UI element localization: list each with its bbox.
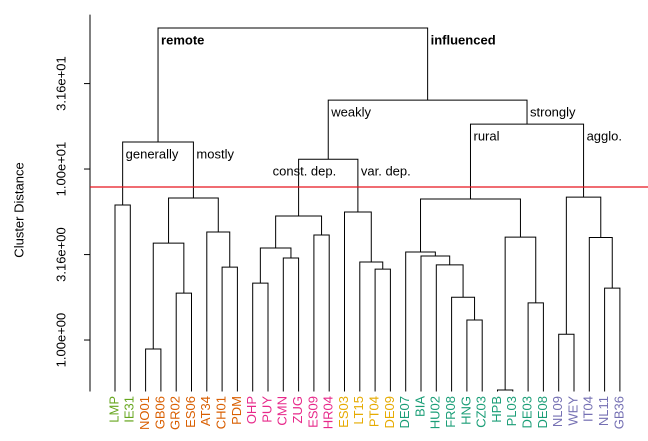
merge-link <box>157 27 429 142</box>
leaf-label: NL11 <box>596 396 611 426</box>
merge-link <box>275 215 323 249</box>
merge-link <box>298 158 359 217</box>
leaf-label: CMN <box>275 396 290 426</box>
leaf-label: ES06 <box>183 396 198 428</box>
merge-link <box>168 197 219 244</box>
merge-link <box>374 268 391 392</box>
y-axis-label: Cluster Distance <box>11 162 26 257</box>
y-tick-label: 1.00e+00 <box>53 313 68 368</box>
leaf-label: HR04 <box>321 396 336 429</box>
leaf-label: GB36 <box>611 396 626 429</box>
leaf-label: OHP <box>244 396 259 424</box>
merge-link <box>405 251 436 392</box>
cluster-label: var. dep. <box>361 164 411 179</box>
cluster-label: remote <box>161 32 204 47</box>
merge-link <box>466 319 483 392</box>
leaf-label: ES09 <box>305 396 320 428</box>
leaf-label: PUY <box>259 396 274 423</box>
leaf-label: CZ03 <box>474 396 489 428</box>
merge-link <box>327 99 528 160</box>
leaf-label: AT34 <box>198 396 213 426</box>
merge-link <box>565 196 602 335</box>
y-tick-label: 3.16e+01 <box>53 56 68 111</box>
merge-link <box>469 123 585 199</box>
leaf-label: WEY <box>565 396 580 426</box>
leaf-label: DE08 <box>535 396 550 429</box>
leaf-label: DE07 <box>397 396 412 429</box>
leaf-label: PT04 <box>367 396 382 427</box>
cluster-label: rural <box>473 129 499 144</box>
cluster-label: agglo. <box>587 129 622 144</box>
merge-link <box>359 261 384 392</box>
cluster-label: mostly <box>196 146 234 161</box>
leaf-label: HU02 <box>428 396 443 429</box>
cluster-label: generally <box>126 146 179 161</box>
cluster-label: const. dep. <box>273 164 337 179</box>
leaf-label: BIA <box>412 396 427 417</box>
leaf-label: LMP <box>106 396 121 423</box>
leaf-label: FR08 <box>443 396 458 428</box>
leaf-label: NO01 <box>137 396 152 430</box>
leaf-label: LT15 <box>351 396 366 425</box>
merge-link <box>451 296 476 392</box>
merge-link <box>504 236 537 391</box>
leaf-label: GR02 <box>168 396 183 430</box>
merge-link <box>435 264 464 392</box>
merge-link <box>221 266 238 392</box>
merge-link <box>259 247 292 284</box>
leaf-label: ES03 <box>336 396 351 428</box>
leaf-label: IE31 <box>122 396 137 423</box>
leaf-label: NL09 <box>550 396 565 427</box>
leaf-label: HNG <box>458 396 473 425</box>
merge-link <box>558 333 575 392</box>
leaf-label: CH01 <box>214 396 229 429</box>
merge-link <box>282 257 300 392</box>
cluster-label: weakly <box>330 105 371 120</box>
leaf-label: HPB <box>489 396 504 423</box>
merge-link <box>497 389 514 392</box>
merge-link <box>145 348 162 392</box>
leaf-label: GB06 <box>152 396 167 429</box>
cluster-label: strongly <box>530 105 576 120</box>
leaf-label: DE09 <box>382 396 397 429</box>
merge-link <box>114 204 131 392</box>
merge-link <box>252 282 269 392</box>
merge-link <box>604 287 621 392</box>
leaf-label: PL03 <box>504 396 519 426</box>
merge-link <box>420 255 451 392</box>
leaf-label: PDM <box>229 396 244 425</box>
leaf-label: DE03 <box>520 396 535 429</box>
merge-link <box>152 242 185 350</box>
merge-link <box>206 231 231 392</box>
cluster-label: influenced <box>431 32 496 47</box>
merge-link <box>527 302 544 392</box>
y-tick-label: 3.16e+00 <box>53 227 68 282</box>
merge-link <box>588 236 613 392</box>
leaf-label: ZUG <box>290 396 305 423</box>
merge-link <box>313 234 330 392</box>
merge-link <box>122 141 194 206</box>
y-tick-label: 1.00e+01 <box>53 142 68 197</box>
leaf-label: IT04 <box>581 396 596 422</box>
merge-link <box>344 211 372 392</box>
merge-link <box>175 292 192 392</box>
